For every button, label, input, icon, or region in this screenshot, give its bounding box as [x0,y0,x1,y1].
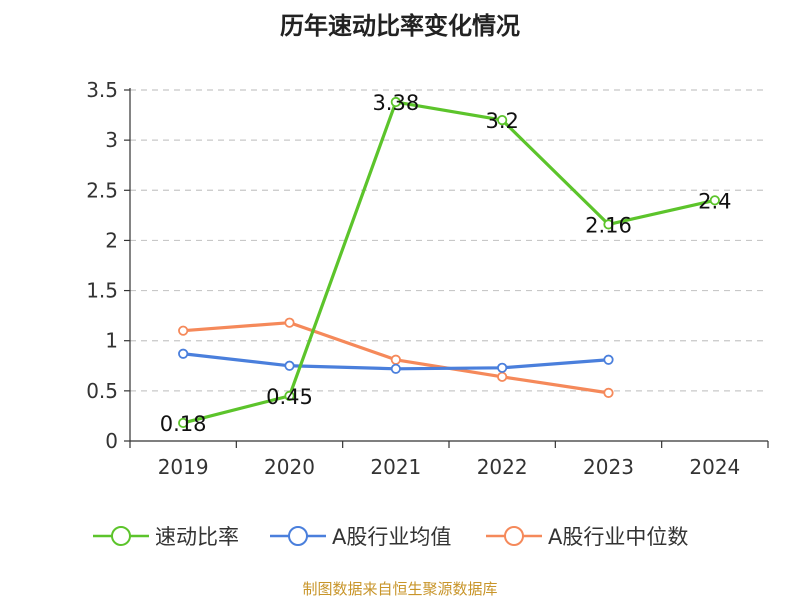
data-point-2 [603,387,614,398]
series-line-0 [182,100,716,425]
chart-title: 历年速动比率变化情况 [280,12,520,40]
legend-label-industry-median: A股行业中位数 [548,525,689,549]
data-label: 0.45 [266,385,313,409]
data-label: 2.16 [585,213,632,237]
source-note: 制图数据来自恒生聚源数据库 [302,580,498,598]
x-tick-label: 2021 [370,455,421,479]
legend-item-quick-ratio[interactable]: 速动比率 [93,521,239,551]
x-tick-label: 2023 [583,455,634,479]
y-tick-label: 0 [105,429,118,453]
x-tick-label: 2022 [477,455,528,479]
legend-swatch-industry-mean [270,526,326,546]
data-point-2 [390,354,401,365]
x-tick-label: 2024 [689,455,740,479]
y-tick-label: 2 [105,228,118,252]
data-point-1 [603,354,614,365]
data-point-1 [284,360,295,371]
legend-swatch-quick-ratio [93,526,149,546]
x-tick-label: 2020 [264,455,315,479]
y-tick-label: 2.5 [86,178,118,202]
data-point-1 [390,363,401,374]
legend-item-industry-mean[interactable]: A股行业均值 [270,521,451,551]
legend-item-industry-median[interactable]: A股行业中位数 [486,521,688,551]
legend-label-quick-ratio: 速动比率 [155,525,239,549]
y-tick-label: 1.5 [86,279,118,303]
x-tick-label: 2019 [158,455,209,479]
data-point-2 [284,317,295,328]
data-point-0 [390,96,401,108]
data-point-1 [178,348,189,359]
grid-lines [130,89,768,392]
data-point-0 [284,390,295,401]
data-label: 2.4 [698,189,731,213]
legend-label-industry-mean: A股行业均值 [332,525,452,549]
data-point-0 [178,417,189,429]
data-point-1 [497,362,508,373]
y-tick-label: 3.5 [86,78,118,102]
data-label: 3.2 [485,109,518,133]
data-label: 3.38 [372,91,419,115]
axes: 0 0.5 1 1.5 2 2.5 3 3.5 2019 2020 2021 2022 2023 2024 [86,78,769,479]
y-tick-label: 3 [105,128,118,152]
data-point-0 [709,195,720,206]
y-tick-label: 1 [105,329,118,353]
data-point-0 [603,219,614,230]
data-label: 0.18 [160,412,207,436]
data-point-2 [178,325,189,336]
series-layer [178,96,720,429]
y-tick-label: 0.5 [86,379,118,403]
data-point-2 [497,371,508,382]
data-labels: 0.18 0.45 3.38 3.2 2.16 2.4 [160,91,732,436]
legend-swatch-industry-median [486,526,542,546]
data-point-0 [497,114,508,126]
